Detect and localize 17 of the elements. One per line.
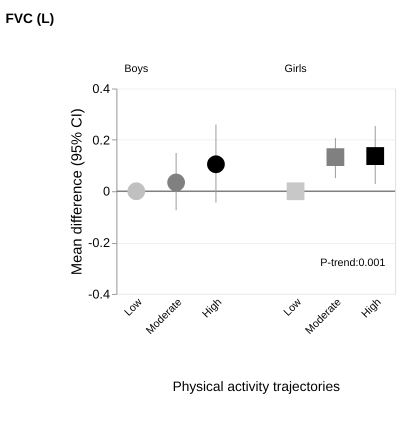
point [127,182,146,200]
y-tick-label: 0.2 [92,132,110,148]
text: Girls [284,62,307,75]
x-tick-label: High [359,296,384,320]
annotation: P-trend:0.001 [320,257,386,270]
point [286,182,304,200]
y-tick-label: 0.4 [92,80,110,96]
y-axis-title: Mean difference (95% CI) [69,108,86,276]
text: Boys [124,62,148,75]
chart-title: FVC (L) [5,11,54,26]
y-tick-label: 0 [102,184,110,199]
y-tick-label: -0.2 [88,234,110,250]
x-axis-title: Physical activity trajectories [172,378,340,394]
x-tick-label: Low [122,296,145,319]
y-tick-label: -0.4 [88,286,110,302]
x-tick-label: Low [281,296,304,319]
x-tick-label: High [200,296,224,320]
